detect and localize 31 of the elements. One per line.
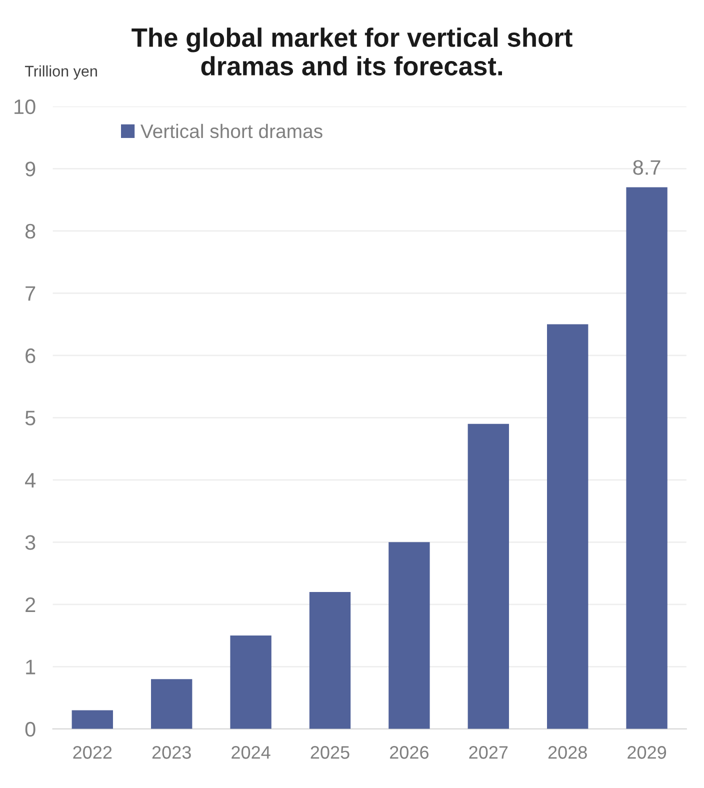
x-tick-label: 2023 bbox=[152, 746, 191, 759]
data-label: 8.7 bbox=[633, 160, 660, 175]
bar bbox=[151, 679, 192, 729]
bar bbox=[388, 542, 430, 729]
x-tick-label: 2028 bbox=[548, 746, 587, 759]
x-tick-label: 2026 bbox=[390, 746, 428, 759]
y-tick-label: 6 bbox=[26, 348, 36, 364]
bar bbox=[547, 324, 588, 729]
y-tick-label: 3 bbox=[25, 535, 36, 550]
bar bbox=[309, 592, 351, 729]
x-tick-label: 2029 bbox=[628, 746, 666, 759]
y-tick-label: 10 bbox=[14, 99, 36, 114]
y-tick-label: 1 bbox=[26, 660, 36, 674]
y-tick-label: 5 bbox=[25, 410, 36, 426]
y-tick-label: 2 bbox=[26, 597, 36, 612]
x-tick-label: 2025 bbox=[310, 746, 350, 759]
y-tick-label: 8 bbox=[25, 224, 36, 239]
legend-label: Vertical short dramas bbox=[140, 124, 322, 138]
bar bbox=[230, 636, 272, 729]
bar bbox=[72, 710, 113, 729]
chart-title: The global market for vertical short dramas and its forecast. bbox=[132, 28, 572, 76]
y-tick-label: 4 bbox=[25, 473, 36, 488]
bar bbox=[468, 424, 509, 729]
y-axis-title: Trillion yen bbox=[24, 65, 97, 80]
y-tick-label: 7 bbox=[26, 286, 36, 301]
x-tick-label: 2024 bbox=[232, 746, 270, 759]
bar bbox=[626, 187, 668, 729]
y-tick-label: 9 bbox=[26, 162, 36, 176]
x-tick-label: 2027 bbox=[469, 746, 508, 759]
y-tick-label: 0 bbox=[25, 722, 36, 737]
x-tick-label: 2022 bbox=[73, 746, 112, 759]
